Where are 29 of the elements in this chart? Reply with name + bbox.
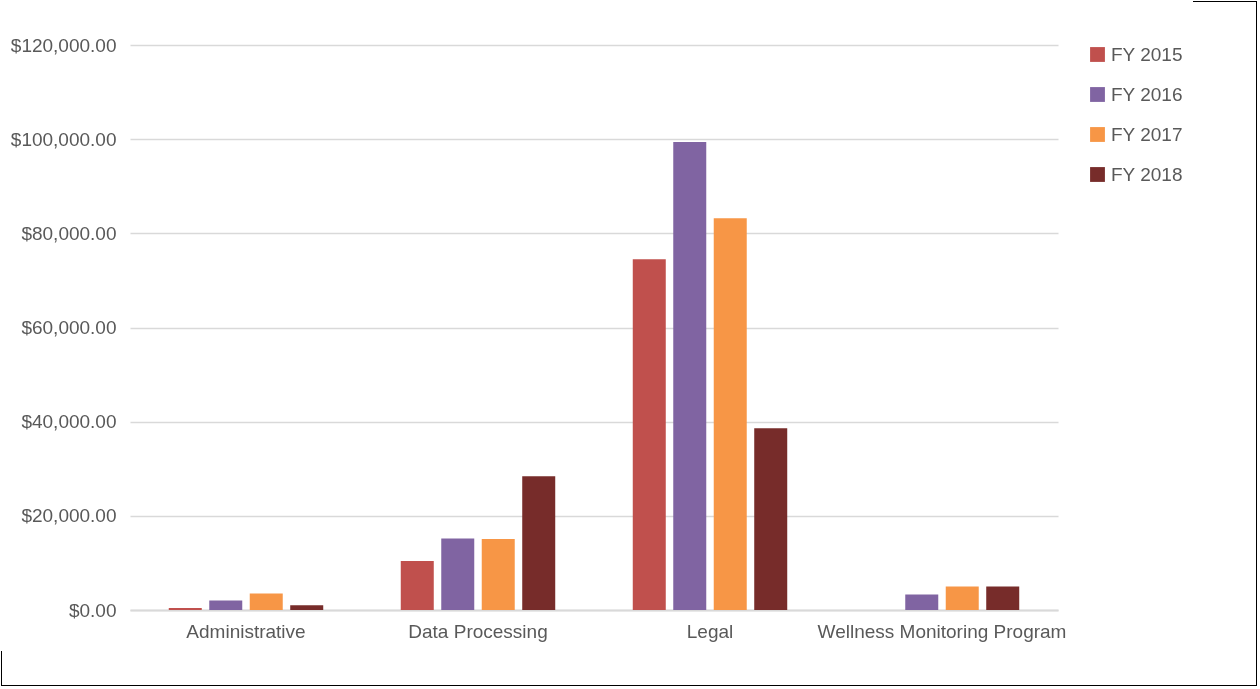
x-tick-label: Data Processing	[408, 620, 548, 642]
y-tick-label: $100,000.00	[10, 128, 117, 150]
bar	[713, 218, 747, 610]
bar	[522, 476, 556, 610]
bar	[209, 600, 243, 610]
y-tick-label: $0.00	[68, 599, 117, 621]
bar	[673, 141, 707, 610]
bar	[945, 586, 979, 610]
y-tick-label: $120,000.00	[10, 34, 117, 56]
bar	[905, 594, 939, 610]
legend-label: FY 2015	[1111, 43, 1183, 65]
bar	[441, 538, 475, 610]
y-tick-label: $80,000.00	[21, 222, 117, 244]
legend-label: FY 2016	[1111, 83, 1183, 105]
x-tick-label: Wellness Monitoring Program	[817, 620, 1067, 642]
bar	[290, 605, 324, 610]
bar	[249, 593, 283, 610]
bar	[986, 586, 1020, 610]
bar	[754, 428, 788, 610]
bar	[632, 259, 666, 610]
bar	[400, 561, 434, 610]
y-tick-label: $60,000.00	[21, 317, 117, 338]
y-tick-label: $40,000.00	[21, 411, 117, 433]
bar	[481, 538, 515, 610]
x-tick-label: Legal	[686, 620, 734, 642]
x-tick-label: Administrative	[186, 620, 306, 642]
legend-label: FY 2018	[1111, 163, 1183, 185]
legend-label: FY 2017	[1111, 123, 1183, 145]
y-tick-label: $20,000.00	[21, 505, 117, 527]
